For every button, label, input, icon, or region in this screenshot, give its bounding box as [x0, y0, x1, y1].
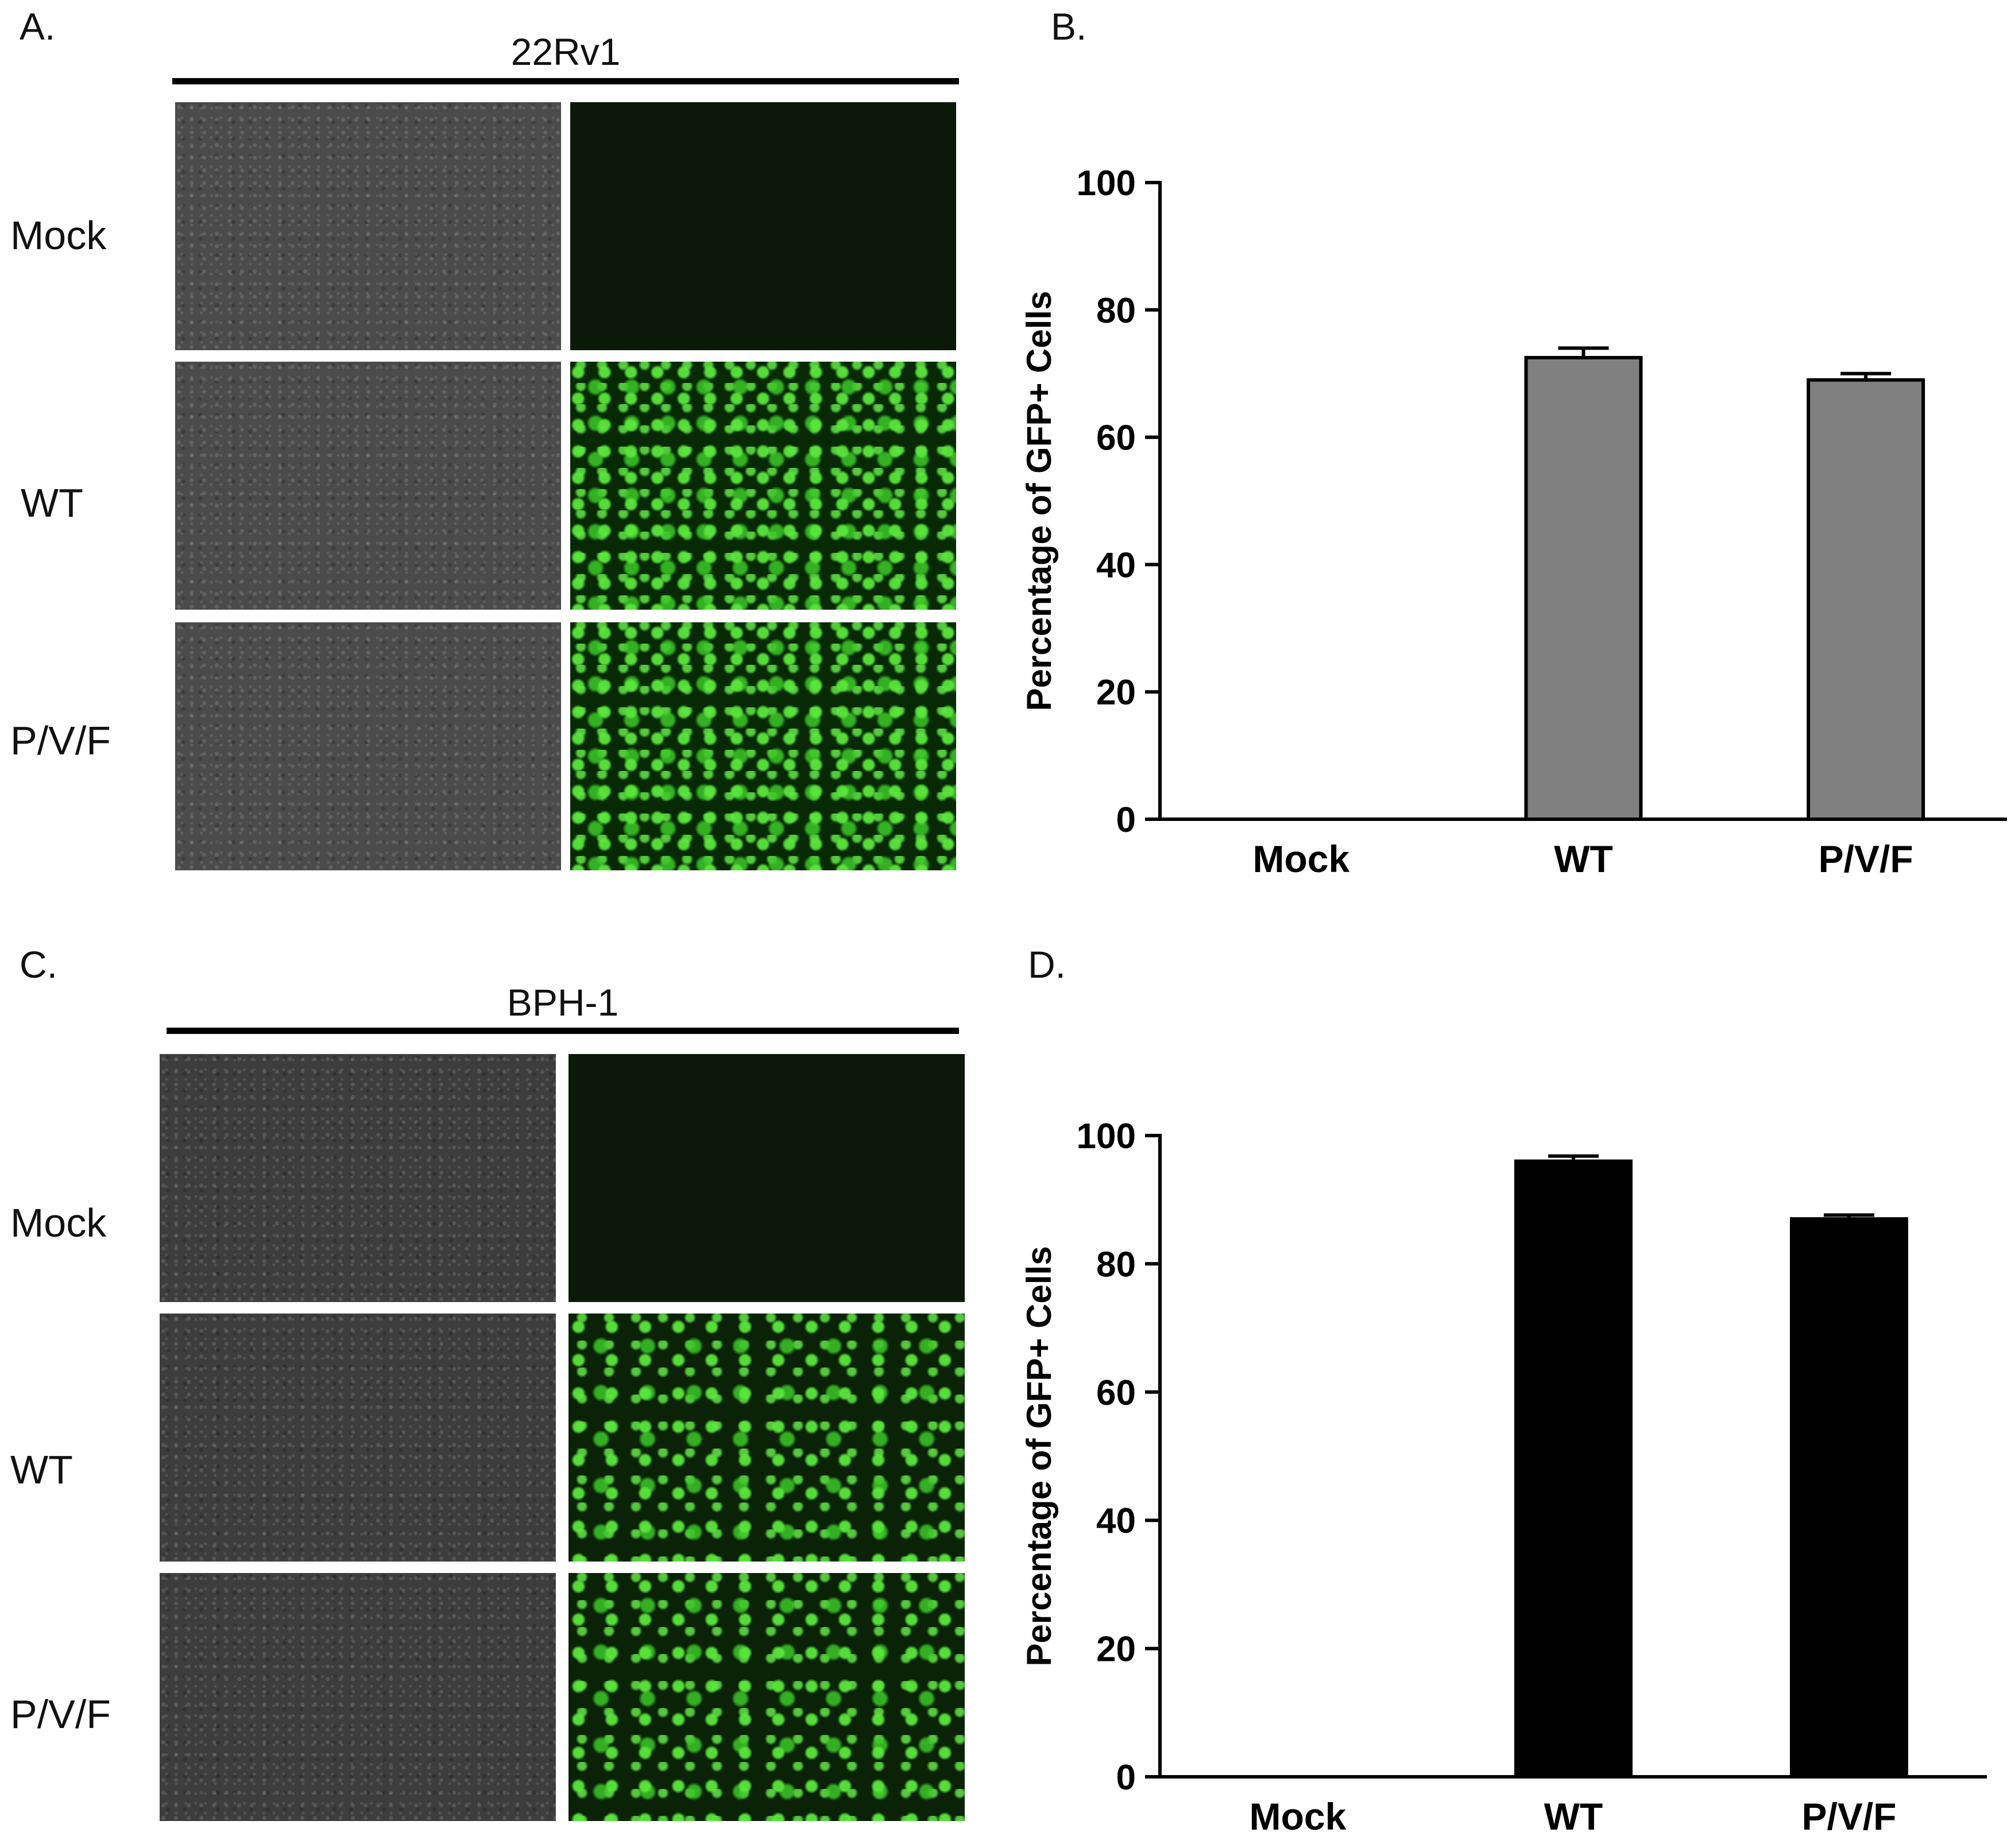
chart-b-ytick-label-100: 100: [1077, 164, 1136, 203]
bar-chart-d: 0 20 40 60 80 100 Percentage of GFP+ Cells Mock…: [1020, 1117, 1987, 1838]
fluorescence-image-c-pvf: [568, 1573, 965, 1821]
brightfield-image-c-wt: [160, 1314, 556, 1562]
chart-b-category-label-2: P/V/F: [1819, 838, 1913, 880]
cell-line-title-22rv1: 22Rv1: [510, 30, 621, 73]
chart-b-ytick-label-20: 20: [1096, 673, 1136, 712]
chart-d-category-label-0: Mock: [1250, 1795, 1347, 1838]
row-label-c-wt: WT: [10, 1447, 73, 1492]
chart-b-bar-2: [1807, 378, 1925, 822]
chart-d-ytick-label-0: 0: [1116, 1758, 1136, 1797]
cell-line-title-bph1: BPH-1: [506, 981, 619, 1024]
cell-line-rule-a: [172, 78, 959, 84]
row-label-a-mock: Mock: [10, 213, 107, 258]
bar-chart-b: 0 20 40 60 80 100 Percentage of GFP+ Cells Mock…: [1020, 164, 2007, 880]
panel-letter-b: B.: [1051, 5, 1087, 48]
row-label-c-mock: Mock: [10, 1200, 107, 1245]
chart-d-category-label-2: P/V/F: [1801, 1795, 1896, 1838]
fluorescence-image-a-mock: [570, 102, 956, 350]
chart-d-y-axis-label: Percentage of GFP+ Cells: [1020, 1246, 1058, 1667]
chart-b-ytick-label-60: 60: [1096, 419, 1136, 458]
fluorescence-image-c-mock: [568, 1054, 965, 1302]
row-label-a-pvf: P/V/F: [10, 718, 111, 763]
fluorescence-image-a-wt: [570, 362, 956, 610]
fluorescence-image-a-pvf: [570, 622, 956, 870]
chart-b-ytick-label-0: 0: [1116, 800, 1136, 840]
row-label-c-pvf: P/V/F: [10, 1692, 111, 1737]
fluorescence-image-c-wt: [568, 1314, 965, 1562]
chart-b-category-label-1: WT: [1554, 838, 1613, 880]
chart-b-y-axis-label: Percentage of GFP+ Cells: [1020, 291, 1058, 711]
chart-b-ytick-label-40: 40: [1096, 545, 1136, 585]
chart-d-bar-1: [1514, 1159, 1633, 1779]
brightfield-image-c-pvf: [160, 1573, 556, 1821]
panel-letter-d: D.: [1028, 943, 1066, 986]
chart-b-bar-1: [1524, 355, 1643, 822]
brightfield-image-a-wt: [175, 362, 561, 610]
chart-d-ytick-label-40: 40: [1096, 1501, 1136, 1541]
panel-letter-a: A.: [20, 5, 56, 48]
chart-d-ytick-label-100: 100: [1077, 1117, 1136, 1156]
row-label-a-wt: WT: [21, 481, 83, 525]
chart-d-ytick-label-60: 60: [1096, 1373, 1136, 1413]
chart-d-category-label-1: WT: [1544, 1795, 1603, 1838]
cell-line-rule-c: [167, 1028, 959, 1034]
brightfield-image-a-mock: [175, 102, 561, 350]
brightfield-image-c-mock: [160, 1054, 556, 1302]
brightfield-image-a-pvf: [175, 622, 561, 870]
panel-letter-c: C.: [20, 943, 57, 986]
chart-d-ytick-label-20: 20: [1096, 1630, 1136, 1669]
chart-b-category-label-0: Mock: [1252, 838, 1349, 880]
chart-d-bar-2: [1790, 1217, 1908, 1779]
chart-d-ytick-label-80: 80: [1096, 1245, 1136, 1284]
chart-b-ytick-label-80: 80: [1096, 291, 1136, 331]
